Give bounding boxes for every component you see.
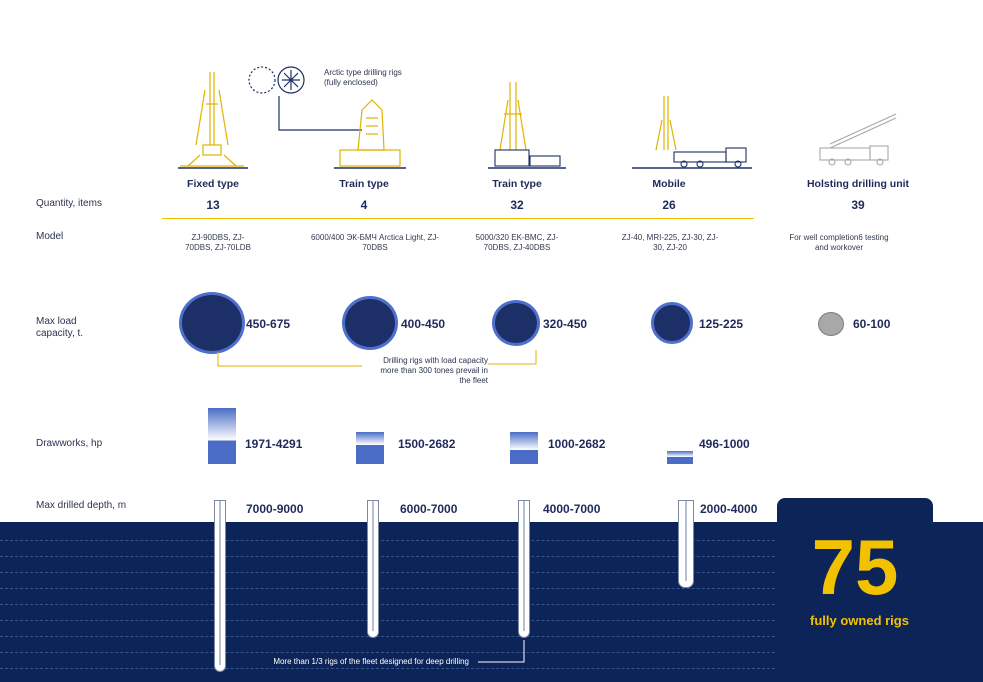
col-head-3: Mobile: [652, 178, 686, 190]
depth-tube-1: [367, 500, 379, 638]
row-label-drawworks: Drawworks, hp: [36, 438, 103, 449]
load-circle-2: [492, 300, 540, 346]
total-label: fully owned rigs: [810, 613, 909, 628]
depth-tube-2: [518, 500, 530, 638]
model-2: 5000/320 EK-BMC, ZJ-70DBS, ZJ-40DBS: [475, 233, 559, 252]
drawworks-value-3: 496-1000: [699, 437, 750, 451]
sea-dash-line: [0, 572, 775, 573]
drawworks-bar-3: [667, 451, 693, 464]
depth-value-0: 7000-9000: [246, 502, 304, 516]
drawworks-bar-1: [356, 432, 384, 464]
fixed-rig-icon: [180, 72, 244, 167]
total-badge: [777, 498, 933, 682]
sea-dash-line: [0, 652, 775, 653]
rig-icons: [178, 66, 897, 169]
total-number: 75: [811, 523, 899, 611]
col-head-4: Holsting drilling unit: [806, 178, 910, 190]
model-0: ZJ-90DBS, ZJ-70DBS, ZJ-70LDB: [185, 233, 251, 252]
load-value-1: 400-450: [401, 317, 446, 331]
qty-2: 32: [510, 198, 524, 212]
load-bracket: [217, 350, 537, 367]
row-label-depth: Max drilled depth, m: [36, 500, 127, 511]
qty-0: 13: [206, 198, 220, 212]
drawworks-bar-0: [208, 408, 236, 464]
depth-value-2: 4000-7000: [543, 502, 601, 516]
depth-note: More than 1/3 rigs of the fleet designed…: [273, 657, 469, 666]
load-value-2: 320-450: [543, 317, 588, 331]
load-value-3: 125-225: [699, 317, 744, 331]
load-note: Drilling rigs with load capacity more th…: [380, 356, 488, 385]
drawworks-value-2: 1000-2682: [548, 437, 606, 451]
col-head-1: Train type: [339, 178, 389, 190]
sea-dash-line: [0, 620, 775, 621]
train-rig-arctic-icon: [339, 99, 401, 167]
sea-dash-line: [0, 540, 775, 541]
row-label-model: Model: [36, 231, 64, 242]
drawworks-value-0: 1971-4291: [245, 437, 303, 451]
depth-tube-3: [678, 500, 694, 588]
qty-3: 26: [662, 198, 676, 212]
model-1: 6000/400 ЭК-БМЧ Arctica Light, ZJ-70DBS: [310, 233, 440, 252]
mobile-rig-icon: [655, 96, 677, 151]
load-circle-4: [818, 312, 844, 336]
col-head-2: Train type: [492, 178, 542, 190]
depth-tube-0: [214, 500, 226, 672]
model-3: ZJ-40, MRI-225, ZJ-30, ZJ-30, ZJ-20: [621, 233, 719, 252]
load-circle-3: [651, 302, 693, 344]
load-circle-0: [179, 292, 245, 354]
hoisting-unit-icon: [819, 113, 897, 166]
col-head-0: Fixed type: [187, 178, 239, 190]
model-4: For well completion6 testing and workove…: [789, 233, 889, 252]
row-label-quantity: Quantity, items: [36, 198, 102, 209]
depth-value-1: 6000-7000: [400, 502, 458, 516]
qty-1: 4: [360, 198, 368, 212]
sea-dash-line: [0, 668, 775, 669]
depth-value-3: 2000-4000: [700, 502, 758, 516]
sea-dash-line: [0, 588, 775, 589]
load-circle-1: [342, 296, 398, 350]
wind-snow-icon: [248, 66, 362, 131]
qty-4: 39: [851, 198, 865, 212]
load-value-0: 450-675: [246, 317, 291, 331]
drawworks-bar-2: [510, 432, 538, 464]
drawworks-value-1: 1500-2682: [398, 437, 456, 451]
load-value-4: 60-100: [853, 317, 891, 331]
sea-dash-line: [0, 604, 775, 605]
sea-dash-line: [0, 636, 775, 637]
row-label-load: Max load capacity, t.: [36, 316, 84, 339]
train-rig-icon: [499, 82, 527, 151]
sea-dash-line: [0, 556, 775, 557]
arctic-note: Arctic type drilling rigs (fully enclose…: [324, 68, 402, 87]
quantity-divider: [162, 218, 754, 219]
